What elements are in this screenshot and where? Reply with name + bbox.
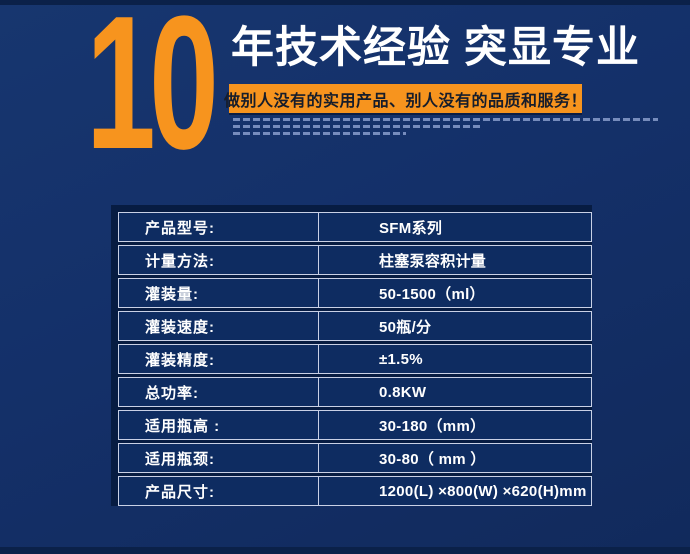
tagline-strip: 做别人没有的实用产品、别人没有的品质和服务！ xyxy=(224,84,587,113)
spec-table-row: 灌装量: 50-1500（ml） xyxy=(118,278,592,308)
tagline-text: 做别人没有的实用产品、别人没有的品质和服务！ xyxy=(224,92,588,110)
spec-row-label: 总功率: xyxy=(119,378,319,406)
bottom-edge-strip xyxy=(0,547,690,554)
spec-table-row: 灌装精度: ±1.5% xyxy=(118,344,592,374)
spec-row-value: ±1.5% xyxy=(379,350,423,368)
spec-row-value: 30-180（mm） xyxy=(379,417,486,435)
spec-row-label: 计量方法: xyxy=(119,246,319,274)
fine-print-line xyxy=(233,118,658,121)
spec-row-value: 30-80（ mm ） xyxy=(379,450,486,468)
spec-row-label: 灌装速度: xyxy=(119,312,319,340)
spec-row-label: 产品型号: xyxy=(119,213,319,241)
spec-row-value: 0.8KW xyxy=(379,383,427,401)
spec-table-row: 计量方法: 柱塞泵容积计量 xyxy=(118,245,592,275)
spec-table-row: 总功率: 0.8KW xyxy=(118,377,592,407)
spec-table-row: 产品尺寸: 1200(L) ×800(W) ×620(H)mm xyxy=(118,476,592,506)
fine-print-lines xyxy=(233,118,658,139)
big-number-10: 10 xyxy=(86,0,219,189)
spec-row-label: 适用瓶颈: xyxy=(119,444,319,472)
headline: 年技术经验 突显专业 xyxy=(231,24,640,72)
spec-table-row: 适用瓶高 : 30-180（mm） xyxy=(118,410,592,440)
spec-table-row: 灌装速度: 50瓶/分 xyxy=(118,311,592,341)
top-edge-strip xyxy=(0,0,690,5)
spec-row-value: 柱塞泵容积计量 xyxy=(379,252,487,270)
spec-row-value: SFM系列 xyxy=(379,219,443,237)
fine-print-line xyxy=(233,125,480,128)
spec-row-label: 灌装精度: xyxy=(119,345,319,373)
spec-row-label: 产品尺寸: xyxy=(119,477,319,505)
spec-row-label: 灌装量: xyxy=(119,279,319,307)
spec-row-value: 50瓶/分 xyxy=(379,318,432,336)
fine-print-line xyxy=(233,132,406,135)
spec-table-row: 适用瓶颈: 30-80（ mm ） xyxy=(118,443,592,473)
spec-row-label: 适用瓶高 : xyxy=(119,411,319,439)
spec-table-row: 产品型号: SFM系列 xyxy=(118,212,592,242)
spec-table: 产品型号: SFM系列计量方法: 柱塞泵容积计量灌装量: 50-1500（ml） 灌装速… xyxy=(111,205,592,506)
spec-row-value: 50-1500（ml） xyxy=(379,285,485,303)
spec-row-value: 1200(L) ×800(W) ×620(H)mm xyxy=(379,482,587,500)
